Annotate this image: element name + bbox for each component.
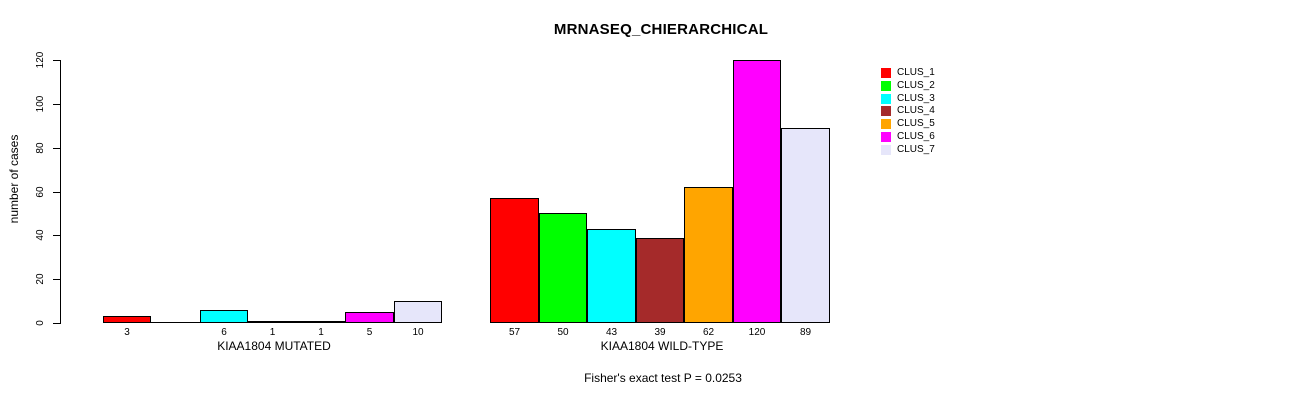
legend-swatch-clus_2 [881, 81, 891, 91]
fisher-test-annotation: Fisher's exact test P = 0.0253 [584, 371, 742, 385]
y-axis-tick [53, 279, 60, 280]
legend-label: CLUS_6 [897, 131, 935, 142]
y-axis-tick-label: 100 [35, 95, 46, 113]
bar-value-label: 10 [412, 327, 424, 338]
legend-swatch-clus_6 [881, 132, 891, 142]
legend-label: CLUS_2 [897, 80, 935, 91]
bar-clus_5-mutated [297, 321, 345, 323]
y-axis-tick-label: 60 [35, 186, 46, 198]
y-axis-tick-label: 20 [35, 273, 46, 285]
legend-label: CLUS_4 [897, 105, 935, 116]
bar-value-label: 120 [748, 327, 766, 338]
bar-value-label: 39 [654, 327, 666, 338]
y-axis-tick-label: 40 [35, 229, 46, 241]
bar-clus_6-wild-type [733, 60, 781, 323]
y-axis-tick [53, 148, 60, 149]
bar-value-label: 62 [702, 327, 715, 338]
legend-label: CLUS_7 [897, 144, 935, 155]
bar-clus_5-wild-type [684, 187, 733, 323]
chart-title: MRNASEQ_CHIERARCHICAL [553, 21, 769, 38]
bar-value-label: 5 [366, 327, 373, 338]
y-axis-title: number of cases [7, 134, 21, 224]
y-axis-tick-label: 0 [35, 320, 46, 326]
bar-value-label: 89 [799, 327, 812, 338]
y-axis-tick [53, 323, 60, 324]
y-axis-line [60, 60, 61, 324]
bar-clus_1-wild-type [490, 198, 539, 323]
legend-swatch-clus_4 [881, 106, 891, 116]
bar-clus_2-mutated [151, 322, 200, 323]
legend-swatch-clus_3 [881, 94, 891, 104]
bar-value-label: 1 [269, 327, 276, 338]
y-axis-tick [53, 60, 60, 61]
y-axis-tick [53, 235, 60, 236]
y-axis-tick [53, 104, 60, 105]
bar-clus_3-wild-type [587, 229, 636, 323]
legend-label: CLUS_5 [897, 118, 935, 129]
bar-clus_3-mutated [200, 310, 248, 323]
bar-value-label: 3 [124, 327, 130, 338]
bar-value-label: 57 [508, 327, 521, 338]
legend-swatch-clus_7 [881, 145, 891, 155]
bar-value-label: 43 [605, 327, 618, 338]
bar-clus_7-mutated [394, 301, 442, 323]
bar-value-label: 1 [318, 327, 324, 338]
y-axis-tick-label: 120 [35, 51, 46, 69]
legend-label: CLUS_3 [897, 93, 935, 104]
legend-swatch-clus_5 [881, 119, 891, 129]
x-axis-group-label-mutated: KIAA1804 MUTATED [217, 339, 331, 353]
y-axis-tick [53, 192, 60, 193]
legend-label: CLUS_1 [897, 67, 935, 78]
bar-clus_1-mutated [103, 316, 151, 323]
y-axis-tick-label: 80 [35, 142, 46, 154]
legend-swatch-clus_1 [881, 68, 891, 78]
x-axis-group-label-wild-type: KIAA1804 WILD-TYPE [600, 339, 724, 353]
bar-value-label: 6 [221, 327, 227, 338]
bar-clus_6-mutated [345, 312, 394, 323]
bar-clus_7-wild-type [781, 128, 830, 323]
bar-clus_4-mutated [248, 321, 297, 323]
bar-clus_2-wild-type [539, 213, 587, 323]
bar-clus_4-wild-type [636, 238, 684, 323]
bar-value-label: 50 [557, 327, 569, 338]
